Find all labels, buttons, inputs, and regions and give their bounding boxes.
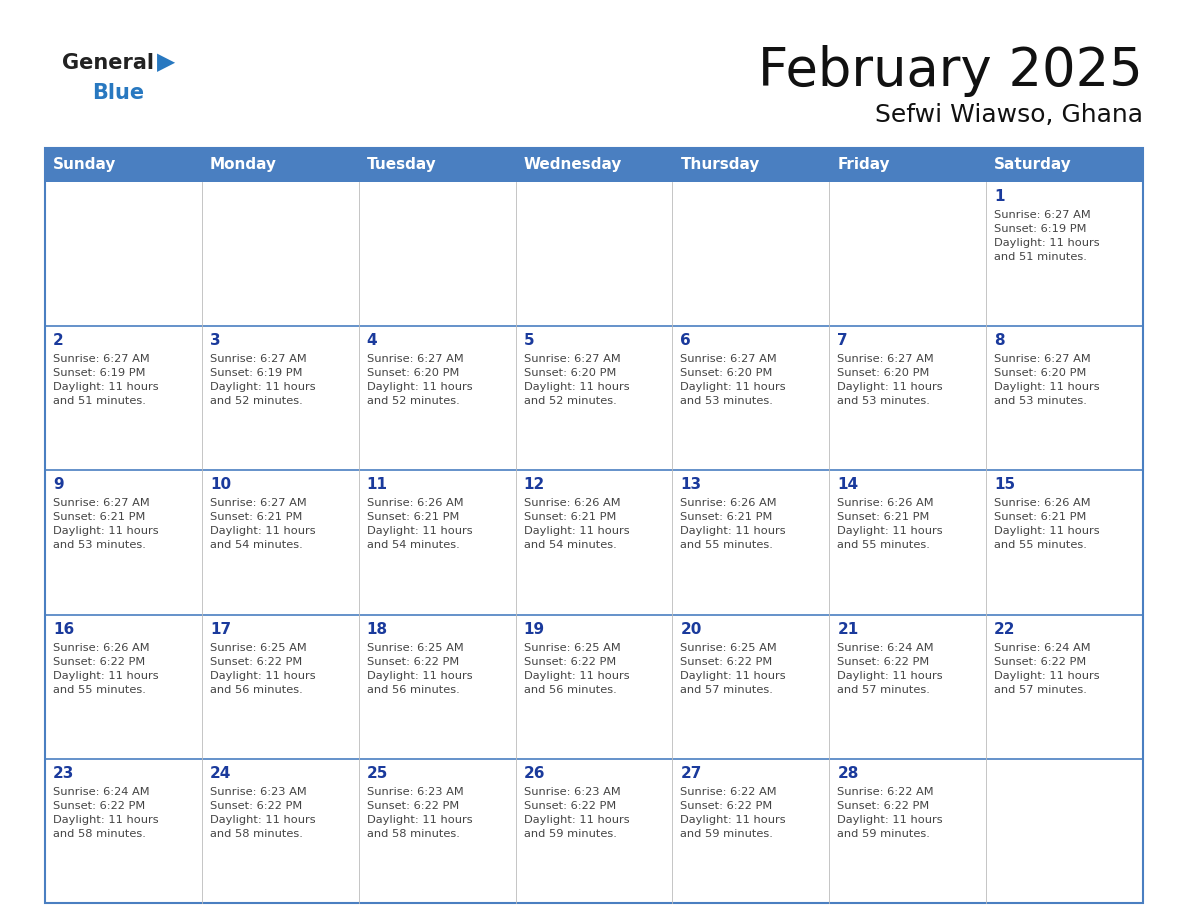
Bar [45,470,1143,614]
Text: Sunrise: 6:24 AM
Sunset: 6:22 PM
Daylight: 11 hours
and 57 minutes.: Sunrise: 6:24 AM Sunset: 6:22 PM Dayligh… [994,643,1100,695]
Bar [45,182,1143,326]
Text: 15: 15 [994,477,1016,492]
Text: 28: 28 [838,766,859,781]
Text: Sunrise: 6:26 AM
Sunset: 6:21 PM
Daylight: 11 hours
and 54 minutes.: Sunrise: 6:26 AM Sunset: 6:21 PM Dayligh… [367,498,473,551]
Text: Sunrise: 6:27 AM
Sunset: 6:20 PM
Daylight: 11 hours
and 53 minutes.: Sunrise: 6:27 AM Sunset: 6:20 PM Dayligh… [838,354,943,406]
Text: Monday: Monday [210,158,277,173]
Text: 8: 8 [994,333,1005,348]
Text: Sunrise: 6:27 AM
Sunset: 6:19 PM
Daylight: 11 hours
and 51 minutes.: Sunrise: 6:27 AM Sunset: 6:19 PM Dayligh… [994,210,1100,262]
Text: General: General [62,53,154,73]
Text: Sunrise: 6:26 AM
Sunset: 6:21 PM
Daylight: 11 hours
and 55 minutes.: Sunrise: 6:26 AM Sunset: 6:21 PM Dayligh… [681,498,786,551]
Text: ▶: ▶ [157,50,175,74]
Text: Sunrise: 6:25 AM
Sunset: 6:22 PM
Daylight: 11 hours
and 57 minutes.: Sunrise: 6:25 AM Sunset: 6:22 PM Dayligh… [681,643,786,695]
Text: Friday: Friday [838,158,890,173]
Text: Sunday: Sunday [53,158,116,173]
Text: Sunrise: 6:23 AM
Sunset: 6:22 PM
Daylight: 11 hours
and 59 minutes.: Sunrise: 6:23 AM Sunset: 6:22 PM Dayligh… [524,787,630,839]
Text: Sunrise: 6:23 AM
Sunset: 6:22 PM
Daylight: 11 hours
and 58 minutes.: Sunrise: 6:23 AM Sunset: 6:22 PM Dayligh… [210,787,316,839]
Text: Sunrise: 6:26 AM
Sunset: 6:21 PM
Daylight: 11 hours
and 54 minutes.: Sunrise: 6:26 AM Sunset: 6:21 PM Dayligh… [524,498,630,551]
Text: 22: 22 [994,621,1016,636]
Text: 14: 14 [838,477,859,492]
Text: Sunrise: 6:25 AM
Sunset: 6:22 PM
Daylight: 11 hours
and 56 minutes.: Sunrise: 6:25 AM Sunset: 6:22 PM Dayligh… [367,643,473,695]
Text: 9: 9 [53,477,64,492]
Text: Sunrise: 6:25 AM
Sunset: 6:22 PM
Daylight: 11 hours
and 56 minutes.: Sunrise: 6:25 AM Sunset: 6:22 PM Dayligh… [210,643,316,695]
Text: 24: 24 [210,766,232,781]
Text: Sunrise: 6:22 AM
Sunset: 6:22 PM
Daylight: 11 hours
and 59 minutes.: Sunrise: 6:22 AM Sunset: 6:22 PM Dayligh… [838,787,943,839]
Text: Sunrise: 6:27 AM
Sunset: 6:20 PM
Daylight: 11 hours
and 52 minutes.: Sunrise: 6:27 AM Sunset: 6:20 PM Dayligh… [524,354,630,406]
Text: 11: 11 [367,477,387,492]
Bar [45,326,1143,470]
Text: 3: 3 [210,333,221,348]
Text: Sunrise: 6:25 AM
Sunset: 6:22 PM
Daylight: 11 hours
and 56 minutes.: Sunrise: 6:25 AM Sunset: 6:22 PM Dayligh… [524,643,630,695]
Text: Saturday: Saturday [994,158,1072,173]
Text: February 2025: February 2025 [758,45,1143,97]
Text: 23: 23 [53,766,75,781]
Bar [45,148,1143,182]
Text: Wednesday: Wednesday [524,158,623,173]
Text: 27: 27 [681,766,702,781]
Text: Sunrise: 6:27 AM
Sunset: 6:20 PM
Daylight: 11 hours
and 52 minutes.: Sunrise: 6:27 AM Sunset: 6:20 PM Dayligh… [367,354,473,406]
Text: 26: 26 [524,766,545,781]
Bar [45,759,1143,903]
Text: 20: 20 [681,621,702,636]
Text: 4: 4 [367,333,378,348]
Text: 19: 19 [524,621,544,636]
Bar [45,614,1143,759]
Text: 16: 16 [53,621,74,636]
Text: Sunrise: 6:26 AM
Sunset: 6:21 PM
Daylight: 11 hours
and 55 minutes.: Sunrise: 6:26 AM Sunset: 6:21 PM Dayligh… [994,498,1100,551]
Text: Sunrise: 6:24 AM
Sunset: 6:22 PM
Daylight: 11 hours
and 57 minutes.: Sunrise: 6:24 AM Sunset: 6:22 PM Dayligh… [838,643,943,695]
Text: Thursday: Thursday [681,158,760,173]
Text: 5: 5 [524,333,535,348]
Text: 13: 13 [681,477,702,492]
Text: 6: 6 [681,333,691,348]
Text: Tuesday: Tuesday [367,158,436,173]
Bar [45,148,1143,903]
Text: Sunrise: 6:27 AM
Sunset: 6:21 PM
Daylight: 11 hours
and 53 minutes.: Sunrise: 6:27 AM Sunset: 6:21 PM Dayligh… [53,498,159,551]
Text: 7: 7 [838,333,848,348]
Text: Sunrise: 6:27 AM
Sunset: 6:19 PM
Daylight: 11 hours
and 52 minutes.: Sunrise: 6:27 AM Sunset: 6:19 PM Dayligh… [210,354,316,406]
Text: Sunrise: 6:27 AM
Sunset: 6:19 PM
Daylight: 11 hours
and 51 minutes.: Sunrise: 6:27 AM Sunset: 6:19 PM Dayligh… [53,354,159,406]
Text: 1: 1 [994,189,1005,204]
Text: Sunrise: 6:23 AM
Sunset: 6:22 PM
Daylight: 11 hours
and 58 minutes.: Sunrise: 6:23 AM Sunset: 6:22 PM Dayligh… [367,787,473,839]
Text: 18: 18 [367,621,387,636]
Text: Sunrise: 6:24 AM
Sunset: 6:22 PM
Daylight: 11 hours
and 58 minutes.: Sunrise: 6:24 AM Sunset: 6:22 PM Dayligh… [53,787,159,839]
Text: 25: 25 [367,766,388,781]
Text: 2: 2 [53,333,64,348]
Text: Sunrise: 6:27 AM
Sunset: 6:21 PM
Daylight: 11 hours
and 54 minutes.: Sunrise: 6:27 AM Sunset: 6:21 PM Dayligh… [210,498,316,551]
Text: 10: 10 [210,477,230,492]
Text: 17: 17 [210,621,230,636]
Text: 21: 21 [838,621,859,636]
Text: Sunrise: 6:26 AM
Sunset: 6:22 PM
Daylight: 11 hours
and 55 minutes.: Sunrise: 6:26 AM Sunset: 6:22 PM Dayligh… [53,643,159,695]
Text: Sunrise: 6:27 AM
Sunset: 6:20 PM
Daylight: 11 hours
and 53 minutes.: Sunrise: 6:27 AM Sunset: 6:20 PM Dayligh… [681,354,786,406]
Text: Sunrise: 6:22 AM
Sunset: 6:22 PM
Daylight: 11 hours
and 59 minutes.: Sunrise: 6:22 AM Sunset: 6:22 PM Dayligh… [681,787,786,839]
Text: Sefwi Wiawso, Ghana: Sefwi Wiawso, Ghana [876,103,1143,127]
Text: Sunrise: 6:26 AM
Sunset: 6:21 PM
Daylight: 11 hours
and 55 minutes.: Sunrise: 6:26 AM Sunset: 6:21 PM Dayligh… [838,498,943,551]
Text: Blue: Blue [91,83,144,103]
Text: 12: 12 [524,477,545,492]
Text: Sunrise: 6:27 AM
Sunset: 6:20 PM
Daylight: 11 hours
and 53 minutes.: Sunrise: 6:27 AM Sunset: 6:20 PM Dayligh… [994,354,1100,406]
